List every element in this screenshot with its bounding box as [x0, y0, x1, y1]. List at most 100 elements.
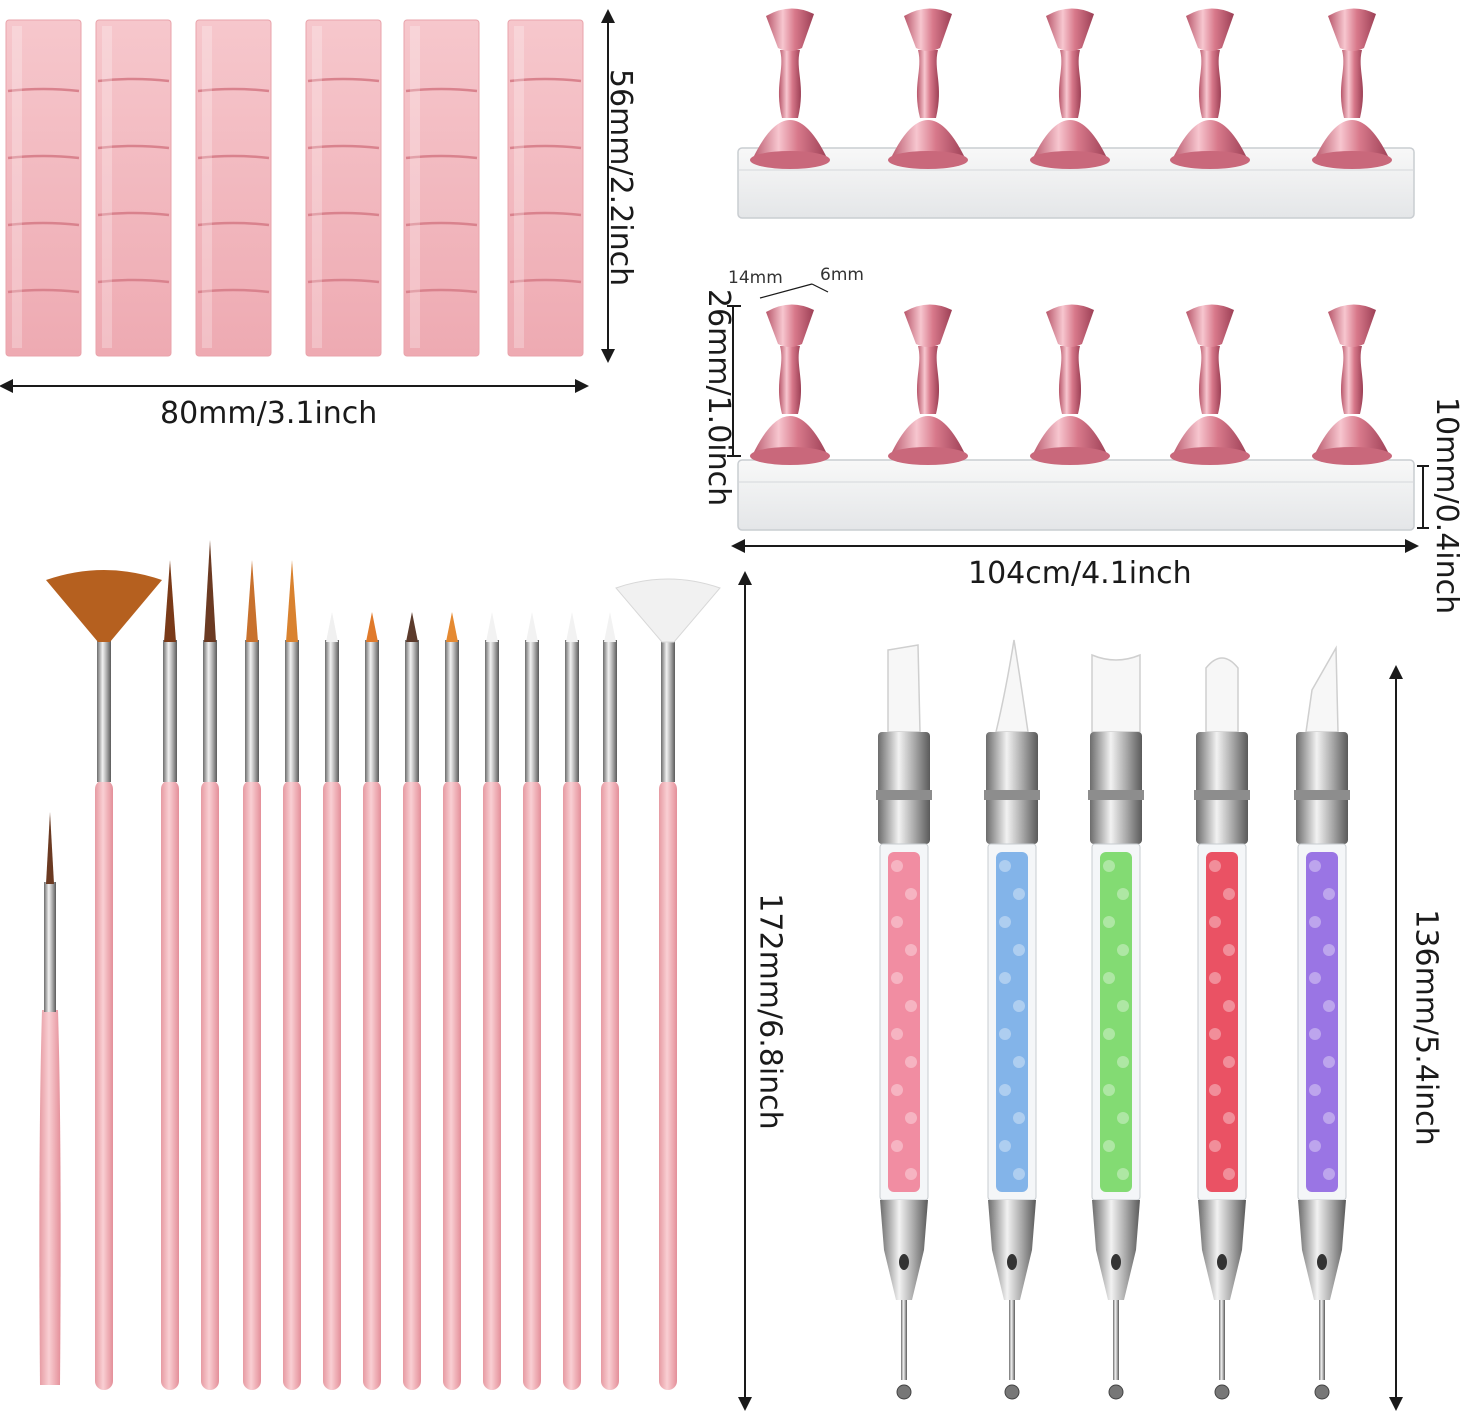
tile-slot-divider [97, 144, 170, 150]
crystal-sparkle [1117, 1112, 1129, 1124]
tile-slot-divider [307, 278, 380, 284]
crystal-sparkle [1013, 1000, 1025, 1012]
dotting-ball [1108, 1384, 1124, 1400]
silicone-tip [1091, 653, 1141, 733]
tile-slot-divider [7, 87, 80, 93]
stand-holder-height-label: 26mm/1.0inch [701, 288, 737, 507]
collar-hole [1111, 1254, 1121, 1270]
dotting-pen-length-label: 136mm/5.4inch [1408, 909, 1444, 1146]
brush-handle [161, 780, 179, 1390]
brush-handle [363, 780, 381, 1390]
crystal-sparkle [1209, 972, 1221, 984]
holder-foot [1312, 151, 1392, 169]
holder-stem [1340, 346, 1364, 414]
holder-magnet-head [766, 304, 814, 347]
crystal-sparkle [1117, 1056, 1129, 1068]
acrylic-base [737, 459, 1415, 531]
magnetic-nail-stands [737, 8, 1415, 531]
dotting-pen [1088, 653, 1144, 1400]
tile-strip-body [95, 19, 172, 357]
silicone-tip [1305, 645, 1339, 733]
holder-top-marker-b [811, 283, 829, 293]
crystal-fill [996, 852, 1028, 1192]
tile-slot-divider [197, 288, 270, 294]
stand-row [737, 304, 1415, 531]
crystal-sparkle [999, 916, 1011, 928]
holder-bell [890, 120, 966, 160]
brush [563, 612, 581, 1390]
holder-bell [1032, 120, 1108, 160]
tile-slot-divider [197, 154, 270, 160]
crystal-sparkle [905, 1000, 917, 1012]
crystal-sparkle [905, 1168, 917, 1180]
holder-stem [778, 346, 802, 414]
tile-highlight [514, 26, 524, 348]
crystal-sparkle [1103, 1140, 1115, 1152]
collar-ring [1088, 790, 1144, 800]
nail-holder [1030, 304, 1110, 465]
holder-magnet-head [1328, 8, 1376, 51]
holder-foot [1030, 447, 1110, 465]
brush [46, 570, 162, 1390]
lower-metal-collar [880, 1200, 928, 1300]
holder-foot [1170, 447, 1250, 465]
crystal-sparkle [1323, 944, 1335, 956]
brush [403, 612, 421, 1390]
tile-strip-body [403, 19, 480, 357]
tile-highlight [12, 26, 22, 348]
brush-handle [283, 780, 301, 1390]
tile-strip-body [5, 19, 82, 357]
tile-slot-divider [97, 77, 170, 83]
nail-art-brushes [39, 540, 721, 1390]
nail-holder [888, 304, 968, 465]
liner-handle [39, 1010, 61, 1385]
holder-foot [750, 151, 830, 169]
crystal-sparkle [1323, 1000, 1335, 1012]
tile-highlight [202, 26, 212, 348]
dotting-pen [1194, 657, 1250, 1400]
crystal-sparkle [1013, 1056, 1025, 1068]
tiles-height-label: 56mm/2.2inch [603, 68, 639, 287]
nail-holder [1170, 8, 1250, 169]
dotting-ball [1214, 1384, 1230, 1400]
upper-metal-collar [1296, 732, 1348, 844]
upper-metal-collar [986, 732, 1038, 844]
collar-hole [1007, 1254, 1017, 1270]
brush [161, 560, 179, 1390]
crystal-sparkle [905, 1056, 917, 1068]
holder-bell [752, 120, 828, 160]
tile-slot-divider [509, 278, 582, 284]
crystal-sparkle [1103, 1084, 1115, 1096]
brush-ferrule [603, 640, 617, 782]
holder-top-marker-a [759, 283, 813, 299]
brush [363, 612, 381, 1390]
holder-stem [778, 50, 802, 118]
crystal-sparkle [1309, 860, 1321, 872]
collar-hole [1317, 1254, 1327, 1270]
dotting-ball [1004, 1384, 1020, 1400]
brush [201, 540, 219, 1390]
pink-tile-strips [5, 19, 584, 357]
crystal-sparkle [1223, 1112, 1235, 1124]
tile-strip-body [305, 19, 382, 357]
brush-ferrule [203, 640, 217, 782]
holder-magnet-head [1328, 304, 1376, 347]
brush-tip [326, 612, 338, 642]
tile-slot-divider [509, 211, 582, 217]
upper-metal-collar [1090, 732, 1142, 844]
tile-strip [507, 19, 584, 357]
holder-bell [752, 416, 828, 456]
holder-foot [888, 447, 968, 465]
dotting-pen [876, 644, 932, 1400]
crystal-sparkle [1309, 972, 1321, 984]
dotting-ball [896, 1384, 912, 1400]
stand-row [737, 8, 1415, 219]
crystal-sparkle [999, 972, 1011, 984]
nail-holder [1170, 304, 1250, 465]
tile-strip [305, 19, 382, 357]
brush-tip [486, 612, 498, 642]
crystal-sparkle [1013, 1112, 1025, 1124]
crystal-sparkle [1117, 944, 1129, 956]
nail-holder [1312, 304, 1392, 465]
brush-tip [246, 560, 258, 642]
